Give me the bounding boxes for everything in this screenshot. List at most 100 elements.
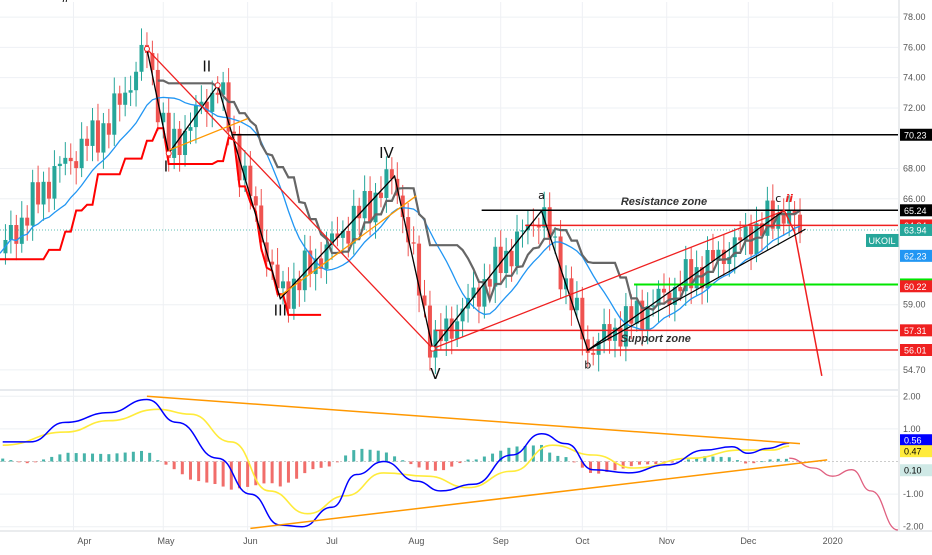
price-level-badge xyxy=(900,223,932,236)
candle-body xyxy=(716,249,721,262)
candle-body xyxy=(585,339,590,353)
macd-histogram-bar xyxy=(286,461,290,483)
candle-body xyxy=(117,93,122,105)
macd-histogram-bar xyxy=(344,455,348,462)
candle-body xyxy=(727,257,732,265)
macd-histogram-bar xyxy=(491,453,495,462)
time-tick-label: Aug xyxy=(408,536,424,546)
candle-body xyxy=(678,287,683,292)
price-level-badge xyxy=(900,280,932,293)
candle-body xyxy=(357,205,362,219)
price-tick-label: 66.00 xyxy=(903,194,926,204)
resistance-zone-label: Resistance zone xyxy=(621,196,707,208)
macd-histogram-bar xyxy=(466,459,470,462)
candle-body xyxy=(558,236,563,290)
macd-histogram-bar xyxy=(352,450,356,462)
macd-tick-label: 2.00 xyxy=(903,391,921,401)
candle-body xyxy=(798,214,803,234)
candle-body xyxy=(112,93,117,135)
candle-body xyxy=(46,181,51,199)
macd-value-label: 0.47 xyxy=(904,447,922,457)
macd-histogram-bar xyxy=(531,445,535,462)
wave-label: III xyxy=(274,301,287,319)
candle-body xyxy=(471,287,476,298)
macd-histogram-bar xyxy=(213,461,217,485)
macd-histogram-bar xyxy=(776,458,780,462)
symbol-tag: UKOIL xyxy=(868,236,895,246)
candle-body xyxy=(74,161,79,169)
candle-body xyxy=(14,225,19,244)
candle-body xyxy=(139,44,144,72)
macd-value-badge xyxy=(900,434,932,447)
macd-histogram-bar xyxy=(556,455,560,462)
macd-histogram-bar xyxy=(197,461,201,482)
candle-body xyxy=(487,279,492,287)
candle-body xyxy=(248,165,253,197)
macd-histogram-bar xyxy=(360,448,364,462)
macd-histogram-bar xyxy=(270,461,274,484)
price-tick-label: 54.70 xyxy=(903,365,926,375)
candle-body xyxy=(232,131,237,134)
macd-histogram-bar xyxy=(66,452,70,462)
macd-histogram-bar xyxy=(107,454,111,462)
macd-histogram-bar xyxy=(311,461,315,470)
price-tick-label: 72.00 xyxy=(903,103,926,113)
candle-body xyxy=(85,138,90,146)
wedge-line xyxy=(587,228,806,351)
macd-histogram-bar xyxy=(703,456,707,462)
candle-body xyxy=(41,181,46,205)
candle-body xyxy=(689,259,694,289)
candle-body xyxy=(661,288,666,293)
candle-body xyxy=(553,236,558,238)
price-level-label: 57.31 xyxy=(904,326,927,336)
macd-histogram-bar xyxy=(523,445,527,462)
macd-histogram-bar xyxy=(433,461,437,471)
macd-histogram-bar xyxy=(409,461,413,465)
macd-histogram-bar xyxy=(752,461,756,464)
price-level-label: 60.22 xyxy=(904,282,927,292)
macd-histogram-bar xyxy=(327,461,331,467)
macd-histogram-bar xyxy=(42,459,46,462)
macd-histogram-bar xyxy=(401,460,405,462)
candle-body xyxy=(324,244,329,269)
pivot-marker xyxy=(429,345,436,352)
candle-body xyxy=(155,69,160,123)
candle-body xyxy=(433,329,438,358)
candle-body xyxy=(411,242,416,244)
macd-histogram-bar xyxy=(221,461,225,487)
corrective-line xyxy=(146,48,434,350)
candle-body xyxy=(161,112,166,123)
candle-body xyxy=(651,305,656,307)
candle-body xyxy=(215,92,220,95)
candle-body xyxy=(57,163,62,167)
macd-histogram-bar xyxy=(295,461,299,479)
macd-histogram-bar xyxy=(784,458,788,462)
candle-body xyxy=(460,308,465,322)
candle-body xyxy=(351,205,356,244)
candle-body xyxy=(183,130,188,156)
candle-body xyxy=(438,329,443,342)
candle-body xyxy=(210,92,215,112)
candle-body xyxy=(547,207,552,238)
candle-body xyxy=(30,182,35,226)
candle-body xyxy=(787,210,792,224)
macd-histogram-bar xyxy=(637,461,641,465)
price-level-label: 65.24 xyxy=(904,206,927,216)
candle-body xyxy=(792,210,797,215)
corrective-line xyxy=(432,210,784,350)
macd-tick-label: -2.00 xyxy=(903,522,924,532)
time-tick-label: May xyxy=(157,536,175,546)
macd-histogram-bar xyxy=(246,461,250,487)
candle-body xyxy=(634,300,639,324)
candle-body xyxy=(221,82,226,95)
candle-body xyxy=(732,237,737,258)
price-tick-label: 74.00 xyxy=(903,73,926,83)
price-level-label: 70.23 xyxy=(904,130,927,140)
macd-histogram-bar xyxy=(115,453,119,462)
candle-body xyxy=(781,213,786,224)
candle-body xyxy=(177,128,182,156)
candle-body xyxy=(368,191,373,223)
macd-histogram-bar xyxy=(589,461,593,473)
